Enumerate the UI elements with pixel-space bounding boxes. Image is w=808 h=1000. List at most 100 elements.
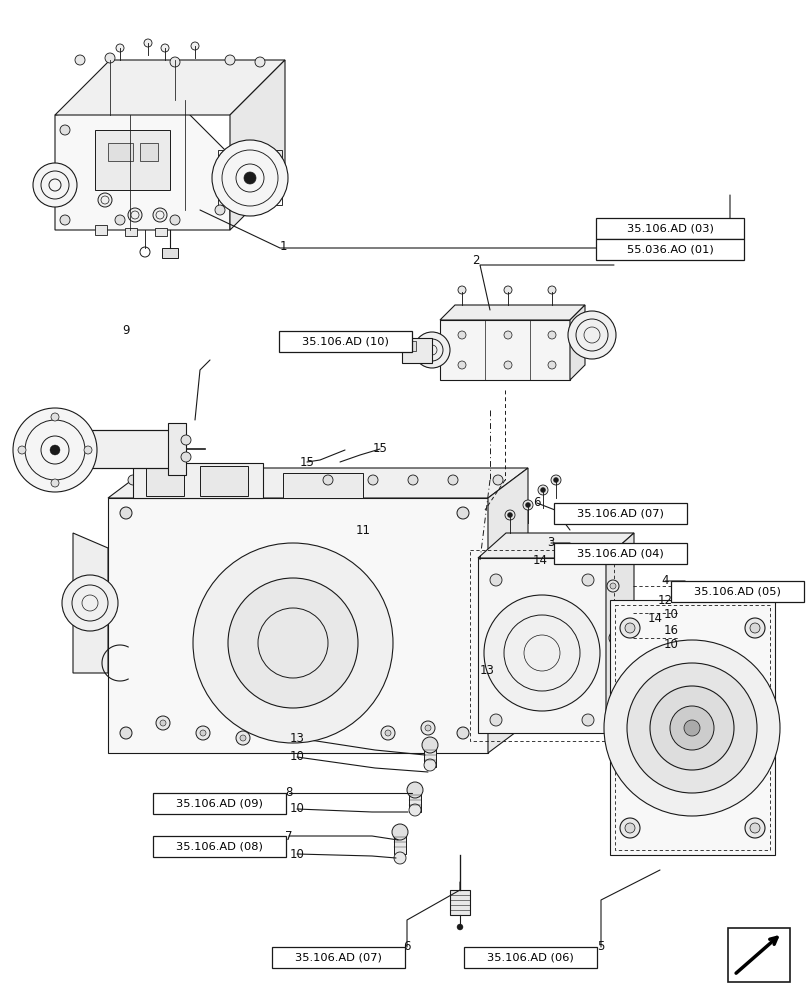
Circle shape [604,640,780,816]
Bar [409,790,421,812]
Circle shape [548,331,556,339]
Circle shape [170,215,180,225]
Text: 13: 13 [480,664,494,678]
Circle shape [408,475,418,485]
Text: 35.106.AD (04): 35.106.AD (04) [577,548,664,558]
Text: 8: 8 [285,786,292,800]
Circle shape [548,286,556,294]
Circle shape [115,215,125,225]
Text: 35.106.AD (10): 35.106.AD (10) [302,336,389,347]
Circle shape [153,208,167,222]
Circle shape [392,824,408,840]
Circle shape [144,39,152,47]
Circle shape [620,618,640,638]
Circle shape [421,721,435,735]
Polygon shape [606,533,634,733]
Circle shape [538,485,548,495]
Polygon shape [440,305,585,320]
Circle shape [60,125,70,135]
Bar [155,228,167,236]
Bar [140,143,158,161]
Polygon shape [55,60,285,115]
Circle shape [609,631,623,645]
Circle shape [181,435,191,445]
Text: 15: 15 [372,442,388,456]
Circle shape [457,924,463,930]
Circle shape [750,623,760,633]
Text: 15: 15 [300,456,314,468]
Circle shape [568,311,616,359]
Circle shape [618,661,628,671]
Text: 13: 13 [289,732,305,744]
Circle shape [422,737,438,753]
Circle shape [425,725,431,731]
Bar [728,928,790,982]
Circle shape [582,714,594,726]
Circle shape [240,735,246,741]
Circle shape [541,488,545,492]
Bar [405,341,416,351]
Text: 10: 10 [289,802,305,816]
Bar [200,466,248,496]
Circle shape [51,479,59,487]
Bar [394,832,406,854]
Circle shape [193,475,203,485]
Text: 14: 14 [647,611,663,624]
Circle shape [228,578,358,708]
Text: 10: 10 [663,608,679,621]
Circle shape [616,608,626,618]
Circle shape [457,507,469,519]
Circle shape [13,408,97,492]
Circle shape [323,475,333,485]
Polygon shape [570,305,585,380]
Text: 35.106.AD (08): 35.106.AD (08) [176,842,263,852]
Circle shape [751,765,765,779]
Text: 35.106.AD (03): 35.106.AD (03) [626,224,713,233]
Bar [153,793,286,814]
Text: 1: 1 [280,240,287,253]
Text: 7: 7 [285,830,292,842]
Text: 35.106.AD (07): 35.106.AD (07) [295,952,382,962]
Circle shape [84,446,92,454]
Circle shape [755,721,769,735]
Polygon shape [133,463,263,498]
Circle shape [504,361,512,369]
Circle shape [745,618,765,638]
Bar [279,331,412,352]
Circle shape [161,44,169,52]
Circle shape [548,361,556,369]
Circle shape [414,332,450,368]
Text: 11: 11 [356,524,371,536]
Circle shape [612,635,620,642]
Circle shape [553,478,558,483]
Bar [615,605,770,850]
Bar [596,239,744,260]
Circle shape [62,575,118,631]
Circle shape [394,852,406,864]
Circle shape [128,475,138,485]
Text: 3: 3 [547,536,554,550]
Circle shape [505,510,515,520]
Circle shape [625,623,635,633]
Bar [95,130,170,190]
Text: 9: 9 [122,324,130,338]
Text: 35.106.AD (06): 35.106.AD (06) [487,952,574,962]
Circle shape [116,44,124,52]
Bar [55,430,175,468]
Circle shape [181,452,191,462]
Circle shape [504,286,512,294]
Bar [162,248,178,258]
Circle shape [60,215,70,225]
Circle shape [625,823,635,833]
Circle shape [448,475,458,485]
Bar [424,745,436,767]
Text: 5: 5 [597,940,604,954]
Circle shape [525,502,531,508]
Circle shape [236,731,250,745]
Circle shape [50,445,60,455]
Circle shape [755,682,761,688]
Circle shape [750,823,760,833]
Bar [554,543,687,564]
Circle shape [191,42,199,50]
Circle shape [33,163,77,207]
